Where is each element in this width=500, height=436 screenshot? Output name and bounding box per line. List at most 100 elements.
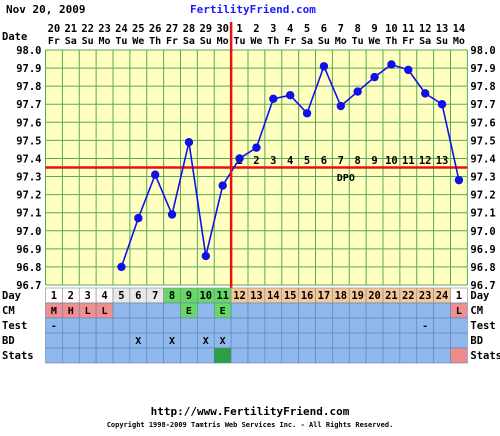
- day-cell-label: 1: [51, 290, 57, 302]
- stats-cell: [197, 347, 215, 364]
- weekday-tick-label: Fr: [48, 36, 60, 47]
- day-cell-label: 13: [250, 290, 263, 302]
- date-tick-label: 26: [149, 23, 162, 35]
- weekday-tick-label: Mo: [453, 36, 465, 47]
- test-cell-label: -: [422, 321, 428, 332]
- weekday-tick-label: Fr: [284, 36, 296, 47]
- temperature-point: [336, 101, 346, 111]
- day-cell-label: 11: [216, 290, 229, 302]
- dpo-label: 4: [287, 155, 293, 167]
- bd-cell-label: X: [203, 336, 209, 347]
- test-cell: [315, 317, 333, 334]
- footer-url[interactable]: http://www.FertilityFriend.com: [150, 405, 350, 418]
- day-cell-label: 22: [402, 290, 415, 302]
- temperature-point: [404, 65, 413, 75]
- dpo-text: DPO: [337, 173, 355, 184]
- date-tick-label: 30: [216, 23, 229, 35]
- date-tick-label: 10: [385, 23, 398, 35]
- test-cell: [450, 317, 468, 334]
- bd-cell: [247, 332, 266, 349]
- day-cell-label: 8: [169, 290, 175, 302]
- cm-row-label-left: CM: [2, 305, 15, 317]
- y-tick-label-left: 96.9: [16, 244, 41, 256]
- cm-cell: [348, 302, 367, 319]
- dpo-label: 12: [419, 155, 432, 167]
- bd-cell: [348, 332, 367, 349]
- weekday-tick-label: Sa: [183, 36, 195, 47]
- test-cell: [281, 317, 299, 334]
- date-label: Date: [2, 31, 27, 43]
- cm-row-label-right: CM: [470, 305, 483, 317]
- day-row-label-left: Day: [2, 290, 22, 302]
- dpo-label: 7: [338, 155, 344, 167]
- temperature-point: [370, 72, 379, 82]
- weekday-tick-label: Su: [436, 36, 448, 47]
- stats-cell: [315, 347, 333, 364]
- test-cell: [365, 317, 384, 334]
- y-tick-label-right: 97.9: [470, 63, 495, 75]
- test-cell: [247, 317, 266, 334]
- stats-cell: [332, 347, 350, 364]
- bd-cell: [95, 332, 114, 349]
- bd-cell: [264, 332, 283, 349]
- weekday-tick-label: We: [132, 36, 144, 47]
- y-tick-label-left: 98.0: [16, 45, 41, 57]
- footer-copyright: Copyright 1998-2009 Tamtris Web Services…: [106, 421, 394, 429]
- stats-cell: [146, 347, 164, 364]
- date-tick-label: 7: [338, 23, 344, 35]
- weekday-tick-label: Su: [82, 36, 94, 47]
- test-cell: [332, 317, 350, 334]
- date-tick-label: 29: [199, 23, 212, 35]
- stats-cell: [433, 347, 451, 364]
- date-tick-label: 22: [81, 23, 94, 35]
- temperature-point: [167, 210, 177, 219]
- cm-cell: [264, 302, 283, 319]
- cm-cell-label: L: [456, 306, 462, 317]
- day-cell-label: 6: [135, 290, 141, 302]
- y-tick-label-right: 96.9: [470, 244, 495, 256]
- cm-cell: [315, 302, 333, 319]
- date-tick-label: 24: [115, 23, 128, 35]
- stats-cell: [348, 347, 367, 364]
- chart-date: Nov 20, 2009: [6, 3, 86, 16]
- cm-cell-label: H: [68, 306, 74, 317]
- day-cell-label: 2: [68, 290, 74, 302]
- dpo-label: 2: [253, 155, 259, 167]
- y-tick-label-right: 96.8: [470, 262, 495, 274]
- date-tick-label: 3: [270, 23, 276, 35]
- day-cell-label: 16: [301, 290, 314, 302]
- cm-cell-label: M: [51, 306, 57, 317]
- temperature-point: [201, 251, 211, 261]
- test-cell: [146, 317, 164, 334]
- temperature-point: [302, 109, 312, 118]
- bd-cell: [146, 332, 164, 349]
- site-name[interactable]: FertilityFriend.com: [190, 3, 316, 16]
- dpo-label: 3: [270, 155, 276, 167]
- cm-cell-label: L: [85, 306, 91, 317]
- day-cell-label: 9: [186, 290, 192, 302]
- weekday-tick-label: Fr: [166, 36, 178, 47]
- date-tick-label: 5: [304, 23, 310, 35]
- temperature-point: [134, 213, 143, 223]
- y-tick-label-left: 97.7: [16, 99, 41, 111]
- y-tick-label-right: 97.1: [470, 208, 495, 220]
- day-cell-label: 14: [267, 290, 280, 302]
- day-cell-label: 18: [334, 290, 347, 302]
- test-cell: [78, 317, 97, 334]
- y-tick-label-left: 97.4: [16, 153, 41, 165]
- dpo-label: 5: [304, 155, 310, 167]
- stats-row-label-left: Stats: [2, 350, 34, 362]
- test-cell: [129, 317, 148, 334]
- date-tick-label: 14: [453, 23, 466, 35]
- temperature-point: [252, 143, 261, 152]
- bd-cell: [416, 332, 434, 349]
- day-cell-label: 1: [456, 290, 462, 302]
- stats-cell: [416, 347, 434, 364]
- y-tick-label-right: 97.8: [470, 81, 495, 93]
- cm-cell: [382, 302, 401, 319]
- cm-cell-label: E: [186, 306, 192, 317]
- y-tick-label-left: 97.9: [16, 63, 41, 75]
- day-cell-label: 17: [318, 290, 331, 302]
- y-tick-label-left: 96.7: [16, 280, 41, 292]
